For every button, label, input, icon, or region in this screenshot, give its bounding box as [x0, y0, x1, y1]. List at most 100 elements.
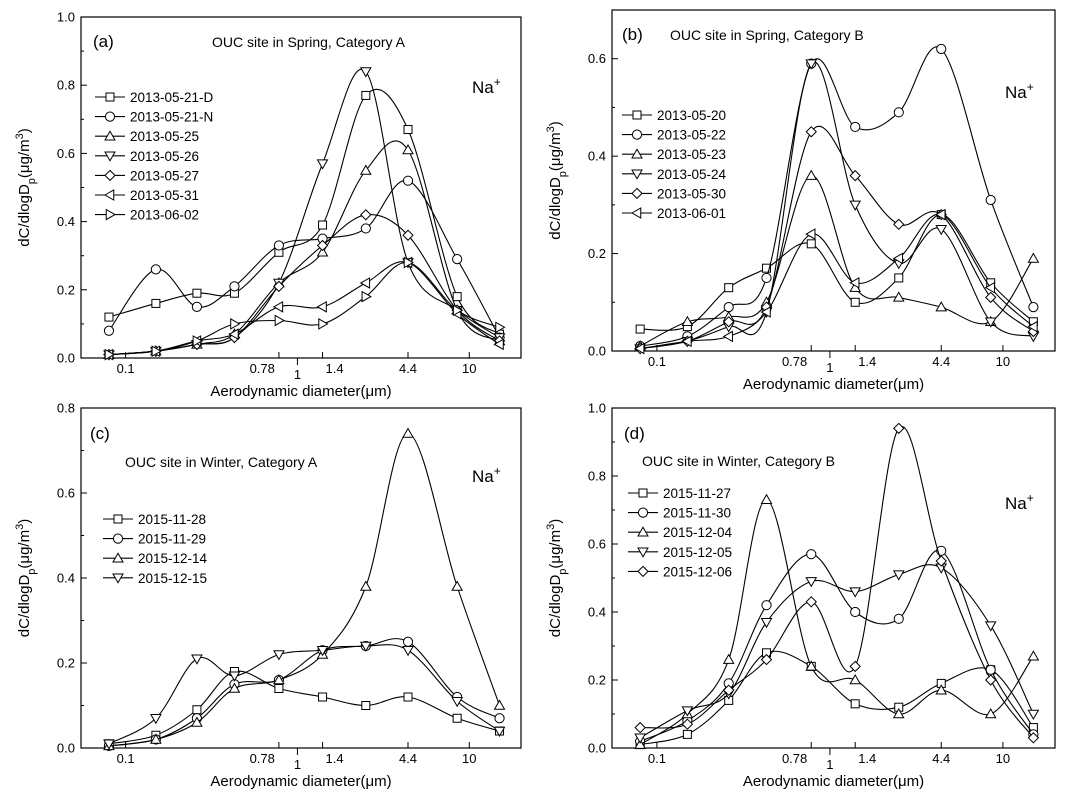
ion-label: Na+ [472, 75, 501, 97]
legend-label: 2013-05-22 [657, 128, 726, 143]
series-line [108, 261, 500, 356]
legend-marker [105, 208, 117, 221]
y-axis-title: dC/dlogDp(μg/m3) [14, 519, 38, 637]
y-tick-label: 0.6 [57, 486, 75, 501]
data-point [892, 291, 905, 302]
x-tick-label: 1.4 [326, 361, 344, 376]
panel-label: (a) [93, 32, 114, 51]
x-tick-label: 0.1 [648, 354, 666, 369]
panel-title: OUC site in Spring, Category A [212, 34, 406, 50]
ion-label-charge: + [494, 75, 501, 89]
data-point [849, 276, 860, 289]
legend-marker [638, 488, 648, 498]
data-point [103, 739, 115, 750]
data-point [850, 606, 861, 618]
data-point [724, 283, 734, 293]
legend-entry: 2015-12-14 [103, 551, 208, 566]
data-point [893, 218, 905, 231]
y-tick-label: 0.8 [57, 401, 75, 416]
data-point [635, 324, 645, 334]
series-line [108, 670, 500, 745]
data-point [403, 692, 413, 702]
data-point [402, 636, 414, 647]
data-point [806, 239, 816, 249]
data-point [361, 701, 371, 710]
data-point [984, 281, 995, 294]
data-point [634, 738, 647, 749]
data-point [985, 674, 997, 686]
series-2013-05-21-N [103, 175, 505, 343]
data-point [681, 718, 694, 730]
series-2013-05-20 [635, 210, 1038, 334]
y-tick-label: 1.0 [588, 401, 606, 416]
data-point [805, 577, 818, 588]
legend-label: 2013-05-20 [657, 108, 726, 123]
data-point [192, 705, 202, 715]
data-point [805, 169, 818, 180]
legend-marker [631, 148, 643, 159]
x-tick-label: 0.78 [250, 361, 275, 376]
data-point [150, 714, 162, 725]
y-axis-title-main: dC/dlogD [547, 177, 564, 240]
data-point [849, 673, 862, 685]
legend-label: 2013-05-21-D [130, 90, 214, 105]
series-line [639, 549, 1034, 742]
legend-marker [631, 187, 643, 200]
legend-entry: 2013-05-26 [95, 149, 199, 164]
data-point [1028, 302, 1039, 313]
data-point [361, 290, 372, 303]
data-point [805, 126, 817, 138]
legend-marker [637, 507, 649, 518]
legend-label: 2013-05-27 [130, 168, 199, 183]
data-point [192, 288, 202, 298]
legend-label: 2015-12-14 [138, 551, 208, 566]
legend-entry: 2013-05-21-N [95, 110, 213, 125]
x-tick-label: 10 [462, 361, 476, 376]
x-axis-title: Aerodynamic diameter(μm) [743, 773, 924, 790]
legend-label: 2015-12-04 [663, 525, 733, 540]
y-tick-label: 0.6 [588, 51, 606, 66]
legend-marker [104, 151, 116, 162]
series-line [108, 638, 500, 747]
series-2013-06-02 [104, 256, 506, 361]
data-point [452, 292, 462, 302]
data-point [893, 422, 905, 435]
data-point [1027, 732, 1040, 744]
legend-label: 2013-06-02 [130, 208, 199, 223]
data-point [228, 671, 241, 682]
y-axis-title-unit: (μg/m [547, 132, 564, 171]
series-line [640, 125, 1034, 350]
ion-label: Na+ [472, 464, 501, 486]
series-2015-12-06 [634, 422, 1040, 744]
y-tick-label: 0.2 [57, 656, 75, 671]
legend-marker [105, 92, 115, 102]
data-point [761, 272, 772, 284]
legend-marker [104, 111, 116, 122]
series-line [640, 650, 1034, 746]
y-axis-title-sup: 3 [14, 524, 26, 530]
y-axis-title-main: dC/dlogD [547, 575, 564, 638]
y-tick-label: 0.6 [588, 537, 606, 552]
series-line [108, 644, 500, 745]
data-point [1027, 252, 1040, 263]
legend-marker [103, 189, 115, 201]
y-tick-label: 0.4 [588, 605, 606, 620]
x-tick-label: 1 [826, 360, 833, 375]
x-tick-label: 1.4 [858, 751, 876, 766]
y-axis-title-close: ) [16, 519, 33, 524]
x-axis-title: Aerodynamic diameter(μm) [743, 376, 924, 393]
data-point [493, 699, 506, 710]
data-point [191, 654, 203, 665]
data-point [151, 298, 161, 308]
data-point [359, 67, 372, 78]
data-point [403, 256, 415, 269]
legend-marker [113, 514, 123, 524]
data-point [850, 297, 860, 307]
y-tick-label: 0.6 [57, 146, 75, 161]
ion-label: Na+ [1005, 80, 1034, 102]
legend-label: 2015-12-05 [663, 545, 732, 560]
data-point [359, 164, 372, 175]
y-tick-label: 0.2 [588, 673, 606, 688]
y-tick-label: 0.8 [588, 469, 606, 484]
panel-label: (d) [624, 424, 645, 443]
